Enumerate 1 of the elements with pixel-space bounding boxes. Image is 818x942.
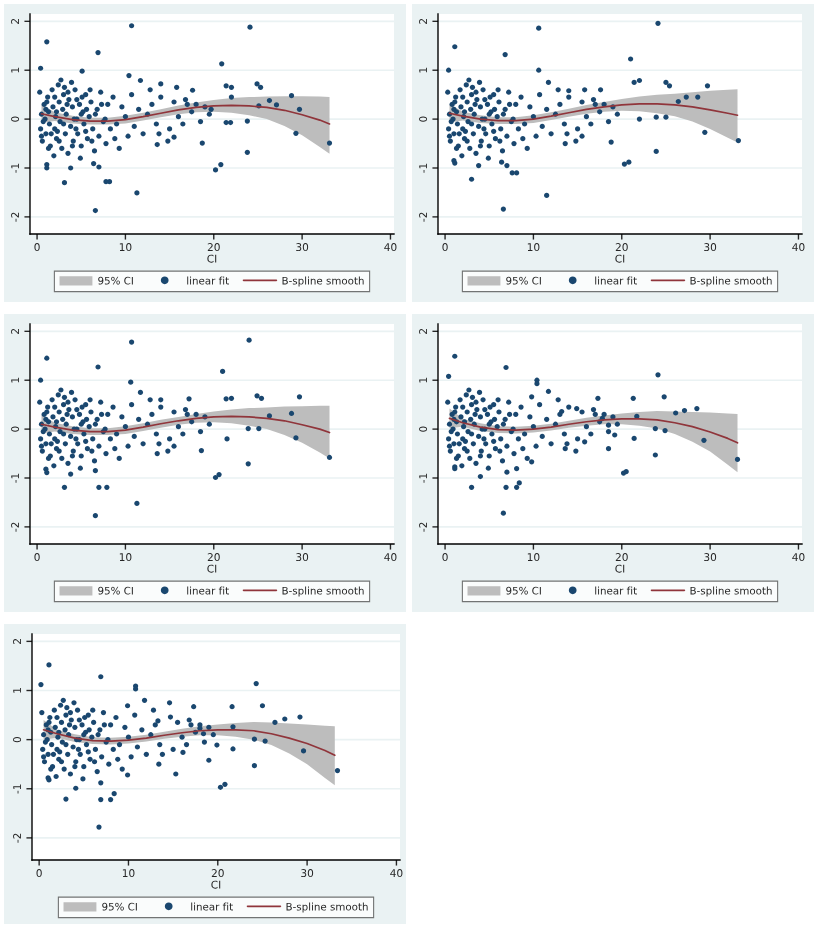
line-series: [40, 104, 331, 125]
